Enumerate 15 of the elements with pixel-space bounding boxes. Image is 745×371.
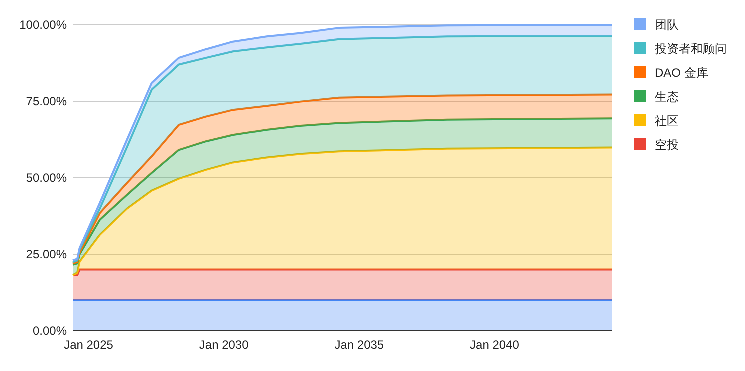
x-tick-label: Jan 2030: [199, 338, 250, 352]
x-tick-label: Jan 2040: [470, 338, 520, 352]
y-tick-label: 25.00%: [26, 248, 68, 262]
legend-label: 空投: [655, 138, 679, 152]
y-tick-label: 75.00%: [26, 94, 68, 108]
legend-label: DAO 金库: [655, 66, 708, 80]
legend-label: 生态: [655, 90, 679, 104]
legend-label: 团队: [655, 18, 679, 32]
legend-label: 投资者和顾问: [654, 42, 727, 56]
x-tick-label: Jan 2025: [64, 338, 114, 352]
legend-label: 社区: [655, 114, 679, 128]
y-tick-label: 0.00%: [32, 324, 68, 338]
x-tick-label: Jan 2035: [334, 338, 384, 352]
y-tick-label: 100.00%: [20, 18, 68, 32]
y-tick-label: 50.00%: [26, 171, 68, 185]
